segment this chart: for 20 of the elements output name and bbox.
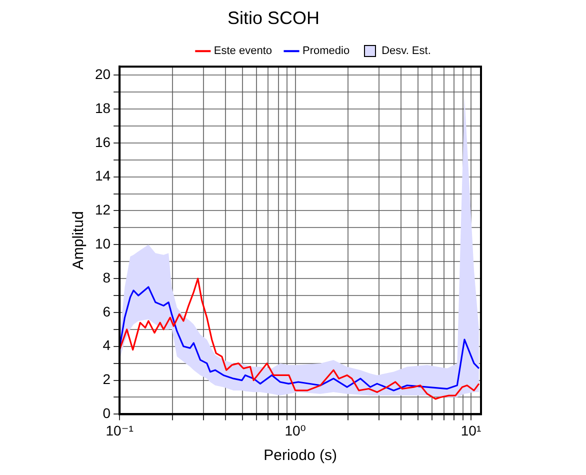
y-tick-label: 16 [94,134,111,150]
y-tick-label: 14 [94,168,111,184]
y-axis-title: Amplitud [70,211,88,270]
x-tick-label: 10⁰ [284,422,306,438]
text: Desv. Est. [382,45,431,58]
legend-label: Este evento [214,45,272,58]
y-tick-label: 18 [94,100,111,116]
y-tick-label: 8 [102,269,111,286]
y-tick-label: 12 [94,202,111,218]
legend-label: Promedio [302,45,350,58]
y-tick-label: 0 [102,405,111,422]
y-tick-label: 4 [102,337,111,354]
x-tick-label: 10⁻¹ [106,422,134,438]
x-axis-title: Periodo (s) [264,447,337,464]
y-tick-label: 20 [94,66,111,82]
y-tick-label: 2 [102,371,111,388]
y-tick-label: 6 [102,303,111,320]
y-tick-label: 10 [94,236,111,252]
x-tick-label: 10¹ [460,422,482,438]
chart-title: Sitio SCOH [227,8,320,28]
